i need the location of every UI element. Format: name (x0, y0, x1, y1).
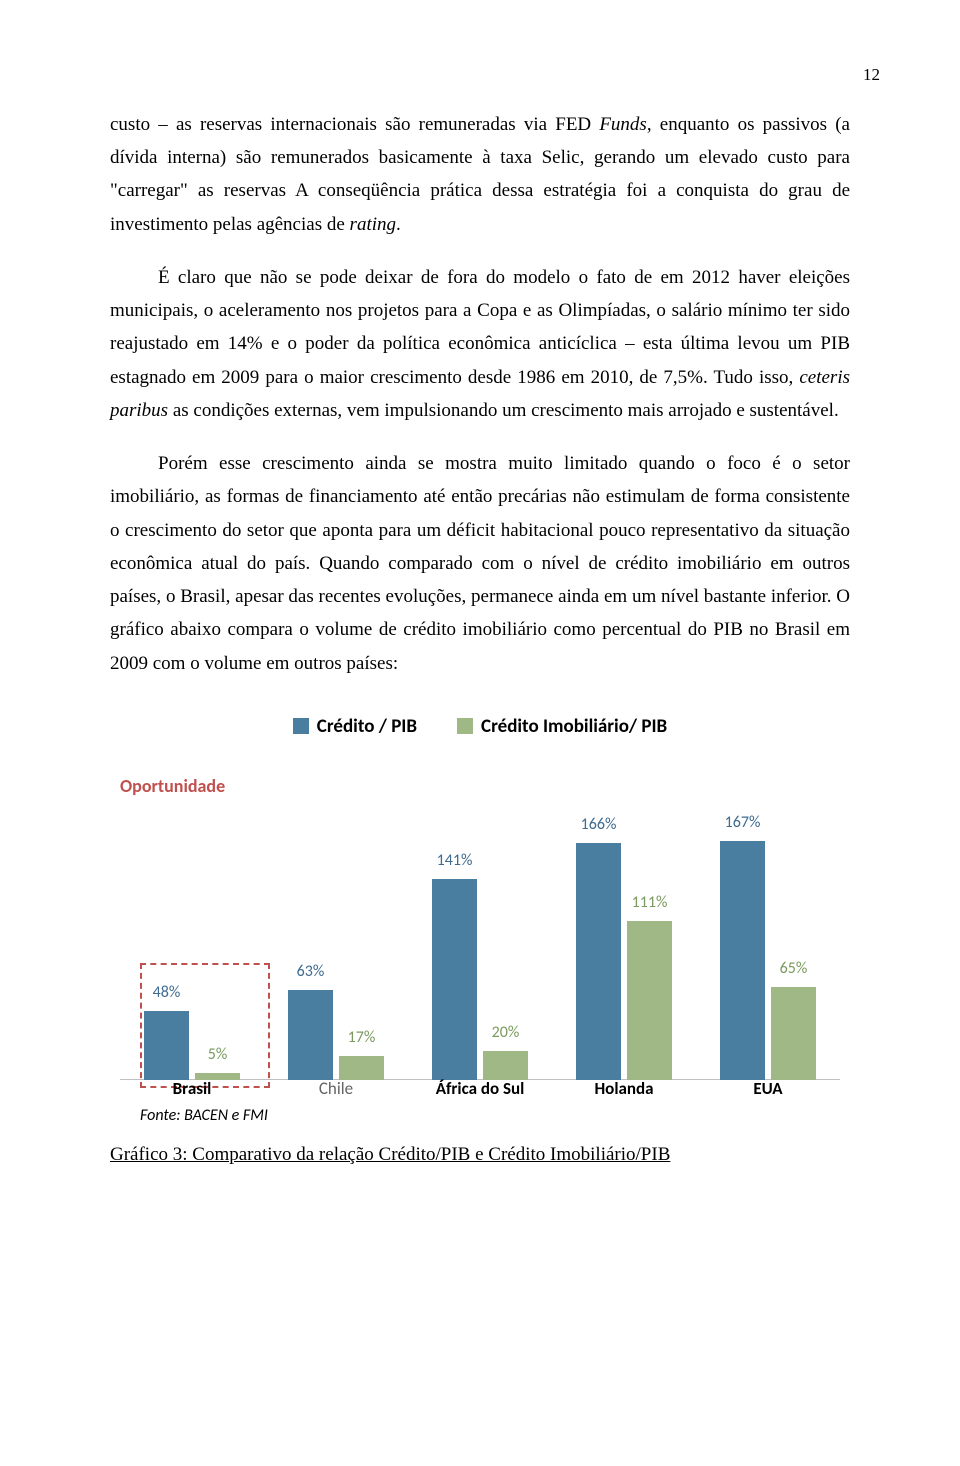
x-axis-label: África do Sul (425, 1074, 535, 1104)
bar-value-label: 63% (297, 958, 325, 986)
paragraph-1: custo – as reservas internacionais são r… (110, 108, 850, 241)
bar-value-label: 65% (780, 955, 808, 983)
chart-bar-group: 48% 5% (144, 979, 240, 1080)
bar-column-series2: 65% (771, 955, 816, 1080)
p1-italic-funds: Funds (599, 114, 647, 135)
legend-swatch-series2 (457, 718, 473, 734)
opportunity-label: Oportunidade (120, 771, 225, 803)
p1-italic-rating: rating (350, 214, 396, 235)
legend-item-series2: Crédito Imobiliário/ PIB (457, 710, 667, 743)
chart-bar-group: 63% 17% (288, 958, 384, 1080)
bar-value-label: 5% (208, 1041, 228, 1069)
legend-item-series1: Crédito / PIB (293, 710, 417, 743)
bar-series1 (432, 879, 477, 1080)
chart-bar-group: 166% 111% (576, 811, 672, 1080)
p2-text-c: as condições externas, vem impulsionando… (168, 400, 839, 421)
p1-text-a: custo – as reservas internacionais são r… (110, 114, 599, 135)
p2-text-a: É claro que não se pode deixar de fora d… (110, 267, 850, 388)
bar-column-series1: 166% (576, 811, 621, 1080)
x-axis-label: EUA (713, 1074, 823, 1104)
chart-bar-group: 141% 20% (432, 847, 528, 1080)
bar-column-series2: 17% (339, 1024, 384, 1080)
paragraph-2: É claro que não se pode deixar de fora d… (110, 261, 850, 427)
chart-plot-area: Oportunidade 48%5%63%17%141%20%166%111%1… (120, 783, 840, 1098)
bar-series1 (720, 841, 765, 1080)
bar-column-series2: 20% (483, 1019, 528, 1080)
bar-column-series1: 63% (288, 958, 333, 1080)
chart-bar-groups: 48%5%63%17%141%20%166%111%167%65% (120, 820, 840, 1080)
bar-value-label: 166% (581, 811, 617, 839)
chart-legend: Crédito / PIB Crédito Imobiliário/ PIB (110, 710, 850, 743)
p1-text-e: . (396, 214, 401, 235)
bar-series2 (771, 987, 816, 1080)
credit-chart: Crédito / PIB Crédito Imobiliário/ PIB O… (110, 710, 850, 1172)
bar-value-label: 20% (492, 1019, 520, 1047)
chart-x-axis: Brasil Chile África do Sul Holanda EUA (120, 1074, 840, 1104)
x-axis-label: Brasil (137, 1074, 247, 1104)
legend-label-series2: Crédito Imobiliário/ PIB (481, 710, 667, 743)
bar-series1 (576, 843, 621, 1080)
chart-caption: Gráfico 3: Comparativo da relação Crédit… (110, 1138, 850, 1171)
x-axis-label: Holanda (569, 1074, 679, 1104)
bar-column-series1: 48% (144, 979, 189, 1080)
bar-column-series2: 111% (627, 889, 672, 1080)
bar-column-series1: 141% (432, 847, 477, 1080)
bar-value-label: 141% (437, 847, 473, 875)
chart-bar-group: 167% 65% (720, 809, 816, 1080)
legend-swatch-series1 (293, 718, 309, 734)
bar-value-label: 167% (725, 809, 761, 837)
bar-value-label: 111% (632, 889, 668, 917)
bar-column-series1: 167% (720, 809, 765, 1080)
x-axis-label: Chile (281, 1074, 391, 1104)
bar-value-label: 48% (153, 979, 181, 1007)
chart-source: Fonte: BACEN e FMI (140, 1102, 850, 1130)
legend-label-series1: Crédito / PIB (317, 710, 417, 743)
bar-value-label: 17% (348, 1024, 376, 1052)
bar-series1 (288, 990, 333, 1080)
paragraph-3: Porém esse crescimento ainda se mostra m… (110, 447, 850, 680)
bar-series2 (627, 921, 672, 1080)
bar-series1 (144, 1011, 189, 1080)
page-number: 12 (110, 60, 880, 90)
